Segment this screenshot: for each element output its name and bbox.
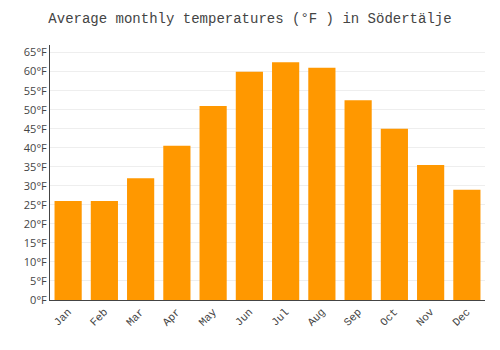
svg-text:Feb: Feb — [88, 306, 110, 328]
svg-text:May: May — [197, 306, 220, 329]
svg-text:Aug: Aug — [305, 306, 327, 328]
svg-text:55°F: 55°F — [24, 83, 47, 98]
svg-text:10°F: 10°F — [24, 254, 47, 269]
svg-text:30°F: 30°F — [24, 178, 47, 193]
svg-text:20°F: 20°F — [24, 216, 47, 231]
svg-text:Apr: Apr — [160, 306, 182, 328]
svg-text:Oct: Oct — [378, 306, 400, 328]
svg-text:15°F: 15°F — [24, 235, 47, 250]
svg-text:60°F: 60°F — [24, 63, 47, 78]
svg-text:0°F: 0°F — [30, 292, 47, 307]
svg-text:50°F: 50°F — [24, 102, 47, 117]
svg-text:Nov: Nov — [414, 306, 437, 329]
svg-text:Jan: Jan — [52, 306, 74, 328]
svg-text:Mar: Mar — [124, 306, 146, 328]
svg-text:45°F: 45°F — [24, 121, 47, 136]
svg-text:Average monthly temperatures (: Average monthly temperatures (°F ) in Sö… — [48, 11, 451, 27]
svg-text:Jun: Jun — [233, 306, 255, 328]
svg-text:Dec: Dec — [450, 306, 472, 328]
svg-text:35°F: 35°F — [24, 159, 47, 174]
svg-text:5°F: 5°F — [30, 273, 47, 288]
svg-text:40°F: 40°F — [24, 140, 47, 155]
svg-text:25°F: 25°F — [24, 197, 47, 212]
svg-text:65°F: 65°F — [24, 44, 47, 59]
svg-text:Jul: Jul — [269, 306, 291, 328]
svg-text:Sep: Sep — [342, 306, 364, 328]
